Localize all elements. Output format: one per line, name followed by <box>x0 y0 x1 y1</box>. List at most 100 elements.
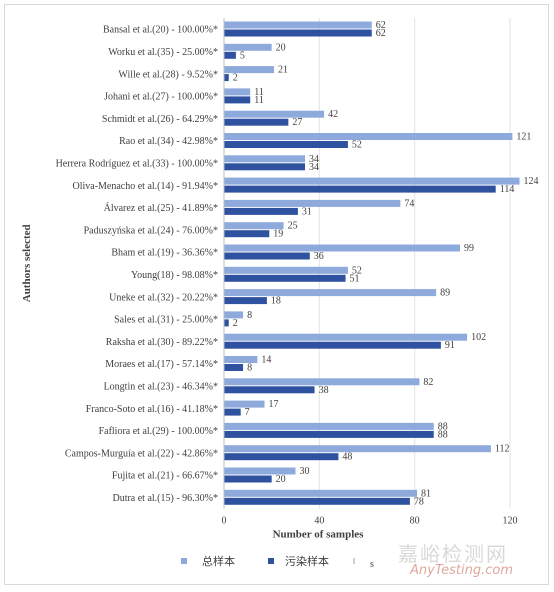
watermark-url: AnyTesting.com <box>410 563 514 578</box>
data-label: 27 <box>292 117 302 128</box>
data-label: 14 <box>261 355 271 366</box>
bar <box>224 133 513 140</box>
data-label: 38 <box>319 385 329 396</box>
data-label: 11 <box>254 95 264 106</box>
bar <box>224 155 306 163</box>
y-category-label: Paduszyńska et al.(24) - 76.00%* <box>84 225 218 236</box>
data-label: 88 <box>438 421 448 432</box>
data-label: 62 <box>376 28 386 39</box>
data-label: 52 <box>352 140 362 151</box>
data-label: 62 <box>376 20 386 31</box>
data-label: 34 <box>309 154 319 165</box>
y-category-label: Moraes et al.(17) - 57.14%* <box>105 359 218 370</box>
y-category-label: Raksha et al.(30) - 89.22%* <box>106 337 218 348</box>
y-category-label: Longtin et al.(23) - 46.34%* <box>104 381 218 392</box>
y-category-label: Rao et al.(34) - 42.98%* <box>119 136 218 147</box>
bar <box>224 185 496 193</box>
y-category-label: Bham et al.(19) - 36.36%* <box>111 248 218 259</box>
bar <box>224 199 401 207</box>
data-label: 7 <box>245 407 250 418</box>
bar <box>224 163 306 171</box>
bar <box>224 445 491 453</box>
bar <box>224 289 437 297</box>
bar <box>224 96 251 104</box>
x-tick-label: 80 <box>410 516 420 527</box>
data-label: 88 <box>438 429 448 440</box>
data-label: 36 <box>314 251 324 262</box>
bar <box>224 333 468 341</box>
bar <box>224 21 372 29</box>
y-category-label: Franco-Soto et al.(16) - 41.18%* <box>86 404 218 415</box>
bar <box>224 51 236 59</box>
bar <box>224 386 315 394</box>
bar <box>224 252 310 260</box>
data-label: 21 <box>278 65 288 76</box>
bar <box>224 489 418 497</box>
y-category-label: Schmidt et al.(26) - 64.29%* <box>102 114 218 125</box>
x-tick-label: 120 <box>503 516 518 527</box>
data-label: 31 <box>302 206 312 217</box>
data-label: 20 <box>276 42 286 53</box>
bar <box>224 88 251 96</box>
legend-swatch <box>353 558 355 564</box>
data-label: 114 <box>500 184 515 195</box>
bar <box>224 266 348 274</box>
data-label: 91 <box>445 340 455 351</box>
y-category-label: Fujita et al.(21) - 66.67%* <box>112 471 218 482</box>
legend-label: 总样本 <box>202 554 235 568</box>
y-category-label: Fafliora et al.(29) - 100.00%* <box>99 426 218 437</box>
y-category-label: Worku et al.(35) - 25.00%* <box>108 47 218 58</box>
legend-label: s <box>370 559 374 570</box>
data-label: 99 <box>464 243 474 254</box>
bar <box>224 141 348 148</box>
data-label: 81 <box>421 488 431 499</box>
bar <box>224 207 298 215</box>
watermark-text: 嘉峪检测网 <box>398 542 508 566</box>
bar <box>224 29 372 37</box>
bar <box>224 430 434 438</box>
data-label: 8 <box>247 310 252 321</box>
bar <box>224 408 241 416</box>
data-label: 20 <box>276 474 286 485</box>
bar <box>224 222 284 230</box>
y-category-label: Johani et al.(27) - 100.00%* <box>104 92 218 103</box>
legend-label: 污染样本 <box>285 554 329 568</box>
y-category-label: Bansal et al.(20) - 100.00%* <box>103 25 218 36</box>
bar <box>224 297 267 305</box>
bar <box>224 274 346 282</box>
bar <box>224 378 420 386</box>
data-label: 51 <box>350 273 360 284</box>
data-label: 102 <box>471 332 486 343</box>
y-category-label: Álvarez et al.(25) - 41.89%* <box>104 202 218 214</box>
bar <box>224 311 244 319</box>
data-label: 25 <box>288 221 298 232</box>
bar <box>224 422 434 430</box>
bar <box>224 453 339 461</box>
x-tick-label: 40 <box>314 516 324 527</box>
bar <box>224 177 520 185</box>
bar <box>224 110 325 118</box>
data-label: 42 <box>328 109 338 120</box>
bar <box>224 118 289 126</box>
y-category-label: Herrera Rodríguez et al.(33) - 100.00%* <box>56 158 218 169</box>
data-label: 5 <box>240 50 245 61</box>
bar <box>224 43 272 51</box>
y-category-label: Wille et al.(28) - 9.52%* <box>118 69 218 80</box>
data-label: 52 <box>352 265 362 276</box>
y-category-label: Young(18) - 98.08%* <box>131 270 218 281</box>
bar <box>224 400 265 408</box>
data-label: 30 <box>300 466 310 477</box>
data-label: 34 <box>309 162 319 173</box>
x-tick-label: 0 <box>222 516 227 527</box>
data-label: 89 <box>440 288 450 299</box>
bar <box>224 230 270 238</box>
data-label: 121 <box>516 132 531 143</box>
data-label: 74 <box>404 198 414 209</box>
y-axis-title: Authors selected <box>21 224 33 302</box>
data-label: 2 <box>233 318 238 329</box>
data-label: 78 <box>414 496 424 507</box>
bar <box>224 244 460 252</box>
bar <box>224 497 410 505</box>
y-category-label: Dutra et al.(15) - 96.30%* <box>112 493 218 504</box>
